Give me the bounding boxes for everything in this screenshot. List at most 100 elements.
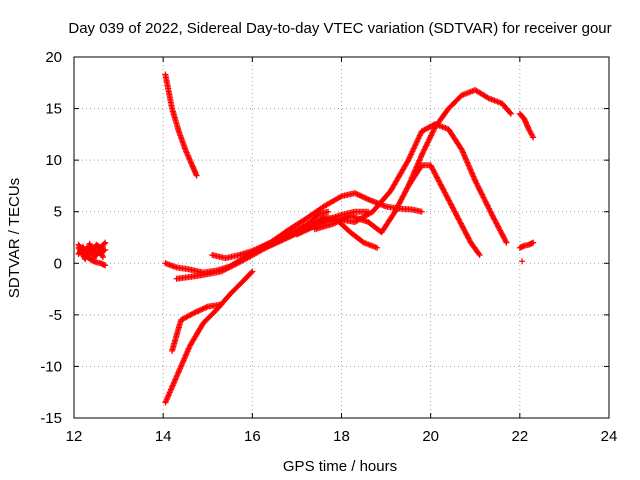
data-point [248,269,255,276]
data-point [195,307,202,314]
data-point [428,132,435,139]
data-point [250,247,257,254]
data-point [488,211,495,218]
data-point [276,235,283,242]
data-point [418,208,425,215]
data-point [306,225,313,232]
data-point [530,239,537,246]
data-point [488,209,495,216]
data-point [474,181,481,188]
data-point [200,305,207,312]
data-point [424,139,431,146]
data-point [192,309,199,316]
data-point [302,227,309,234]
data-point [472,177,479,184]
data-point [280,233,287,240]
data-point [530,134,537,141]
data-point [519,258,526,265]
data-point [309,224,316,231]
data-point [357,192,364,199]
data-point [202,304,209,311]
data-point [278,234,285,241]
data-point [289,229,296,236]
y-axis-label: SDTVAR / TECUs [6,178,23,298]
data-point [419,150,426,157]
data-point [426,135,433,142]
data-point [190,310,197,317]
data-point [281,232,288,239]
data-point [418,151,425,158]
y-tick-label: 5 [54,204,62,221]
data-point [191,309,198,316]
x-tick-label: 18 [333,428,350,445]
data-point [277,234,284,241]
data-point [421,146,428,153]
data-point [310,223,317,230]
x-tick-label: 24 [601,428,618,445]
data-point [203,304,210,311]
data-point [429,129,436,136]
data-point [102,239,109,246]
data-point [486,206,493,213]
data-point [483,199,490,206]
data-point [489,212,496,219]
data-point [529,133,536,140]
data-point [362,195,369,202]
data-point [314,221,321,228]
data-point [427,133,434,140]
data-point [420,149,427,156]
data-point [428,131,435,138]
data-point [355,192,362,199]
y-tick-label: 10 [45,152,62,169]
data-point [359,193,366,200]
y-tick-label: -5 [49,307,62,324]
y-tick-label: 20 [45,49,62,66]
data-point [485,204,492,211]
data-point [473,180,480,187]
data-point [101,240,108,247]
data-point [307,224,314,231]
data-point [354,191,361,198]
data-point [325,208,332,215]
data-point [480,194,487,201]
data-point [303,226,310,233]
data-point [477,187,484,194]
x-tick-label: 14 [155,428,172,445]
data-point [426,136,433,143]
data-point [430,128,437,135]
data-point [358,193,365,200]
data-point [249,247,256,254]
data-point [102,262,109,269]
data-point [474,183,481,190]
data-point [284,231,291,238]
data-point [218,301,225,308]
data-point [293,231,300,238]
data-point [194,308,201,315]
data-point [481,195,488,202]
data-point [91,255,98,262]
data-point [282,232,289,239]
y-tick-label: -10 [40,358,62,375]
data-point [299,228,306,235]
data-point [423,142,430,149]
x-tick-label: 16 [244,428,261,445]
data-point [285,231,292,238]
data-point [252,246,259,253]
x-tick-label: 20 [422,428,439,445]
data-point [363,195,370,202]
data-point [253,246,260,253]
data-point [484,202,491,209]
x-axis-label: GPS time / hours [283,458,397,475]
data-point [291,228,298,235]
data-point [298,229,305,236]
data-point [295,230,302,237]
data-point [479,193,486,200]
x-tick-label: 12 [66,428,83,445]
axis-ticks: 12 14 16 18 20 22 24 -15 -10 -5 0 5 10 15 20 [40,49,617,445]
data-point [337,194,344,201]
data-point [91,253,98,260]
y-tick-label: 0 [54,255,62,272]
data-point [198,306,205,313]
